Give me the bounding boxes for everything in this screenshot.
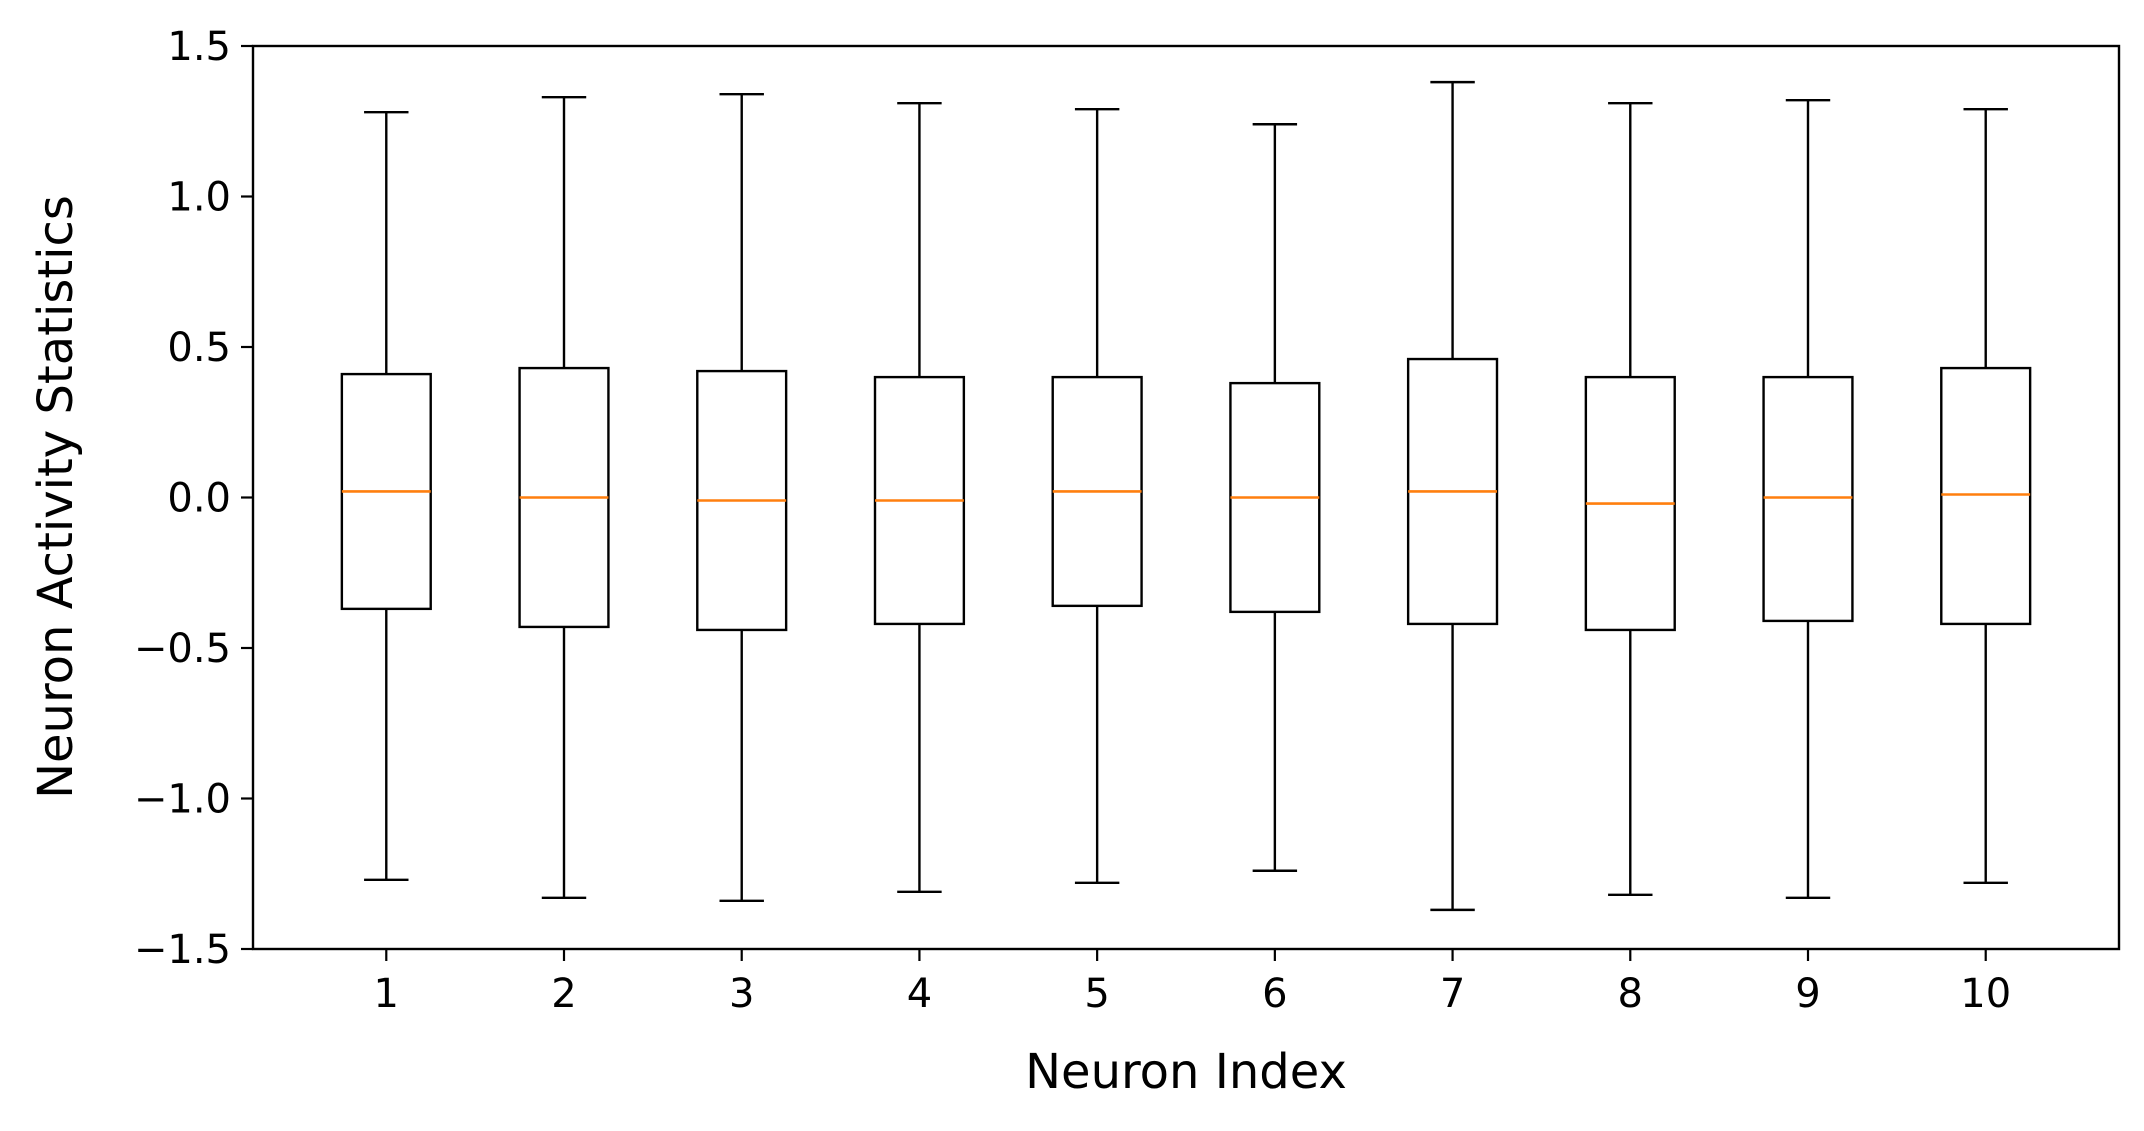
- x-tick-label: 6: [1262, 971, 1287, 1017]
- y-tick-label: 1.5: [167, 24, 231, 70]
- x-tick-label: 1: [374, 971, 399, 1017]
- x-tick-label: 8: [1618, 971, 1643, 1017]
- x-tick-label: 4: [907, 971, 932, 1017]
- box-plot-neuron-3: [696, 92, 788, 903]
- y-tick-label: −1.5: [134, 927, 231, 973]
- x-tick-label: 2: [551, 971, 576, 1017]
- x-axis-label: Neuron Index: [1025, 1044, 1347, 1100]
- box-plot-neuron-1: [340, 111, 432, 881]
- y-tick-label: 0.5: [167, 325, 231, 371]
- box-plot-neuron-5: [1051, 108, 1143, 884]
- x-tick-label: 9: [1795, 971, 1820, 1017]
- box-plot-neuron-2: [518, 95, 610, 900]
- x-tick-label: 5: [1084, 971, 1109, 1017]
- box-plot-neuron-7: [1406, 80, 1499, 912]
- y-axis-ticks: 1.5 1.0 0.5 0.0 −0.5 −1.0 −1.5: [134, 24, 253, 973]
- y-tick-label: −0.5: [134, 626, 231, 672]
- box-plot-neuron-9: [1762, 98, 1854, 900]
- x-tick-label: 3: [729, 971, 754, 1017]
- box-plot-neuron-6: [1229, 123, 1321, 872]
- x-tick-label: 10: [1960, 971, 2011, 1017]
- x-axis-ticks: 1 2 3 4 5 6 7 8 9 10: [374, 949, 2011, 1017]
- box-plot-neuron-8: [1584, 101, 1676, 897]
- box-series: [340, 80, 2032, 912]
- y-tick-label: −1.0: [134, 777, 231, 823]
- interquartile-box: [1762, 375, 1854, 623]
- x-tick-label: 7: [1440, 971, 1465, 1017]
- plot-area-frame: [251, 44, 2121, 951]
- y-tick-label: 0.0: [167, 476, 231, 522]
- y-axis-label: Neuron Activity Statistics: [28, 195, 84, 799]
- y-tick-label: 1.0: [167, 175, 231, 221]
- interquartile-box: [1940, 366, 2032, 626]
- box-plot-neuron-10: [1940, 108, 2032, 884]
- box-plot-neuron-4: [873, 101, 966, 894]
